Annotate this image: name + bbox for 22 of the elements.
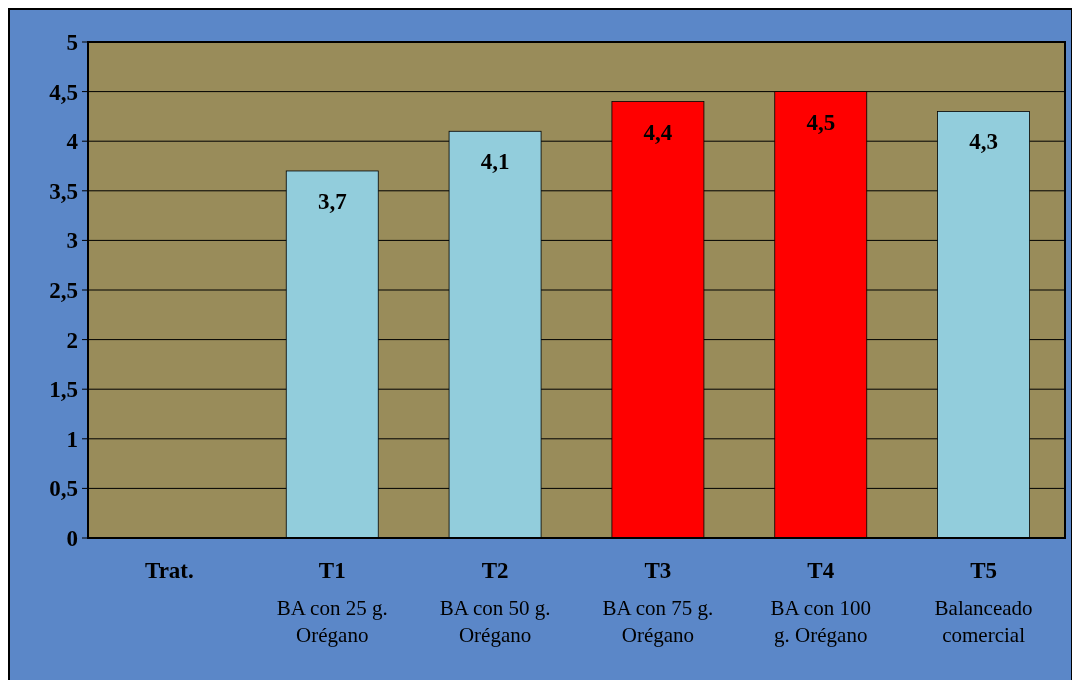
x-tick-label: Trat. <box>145 558 194 583</box>
y-tick-label: 3,5 <box>49 178 78 204</box>
x-tick-label: T4 BA con 100 g. Orégano <box>770 558 871 647</box>
y-tick-label: 0,5 <box>49 476 78 502</box>
x-tick-label: T3 BA con 75 g. Orégano <box>602 558 714 647</box>
data-label: 4,3 <box>969 129 998 155</box>
y-tick-label: 1 <box>66 426 78 452</box>
y-tick-label: 5 <box>66 30 78 56</box>
data-label: 4,1 <box>480 149 510 175</box>
data-label: 4,5 <box>806 109 836 135</box>
y-tick-label: 4 <box>66 129 79 155</box>
y-tick-label: 3 <box>66 228 78 254</box>
data-label: 3,7 <box>317 188 347 214</box>
y-tick-label: 2,5 <box>49 278 78 304</box>
x-tick-label: T1 BA con 25 g. Orégano <box>276 558 388 647</box>
y-tick-label: 1,5 <box>49 377 78 403</box>
y-tick-label: 2 <box>66 327 78 353</box>
x-tick-label: T2 BA con 50 g. Orégano <box>439 558 551 647</box>
x-tick-label: T5 Balanceado comercial <box>934 558 1033 647</box>
y-tick-label: 0 <box>66 526 78 552</box>
y-tick-label: 4,5 <box>49 79 78 105</box>
data-label: 4,4 <box>643 119 673 145</box>
